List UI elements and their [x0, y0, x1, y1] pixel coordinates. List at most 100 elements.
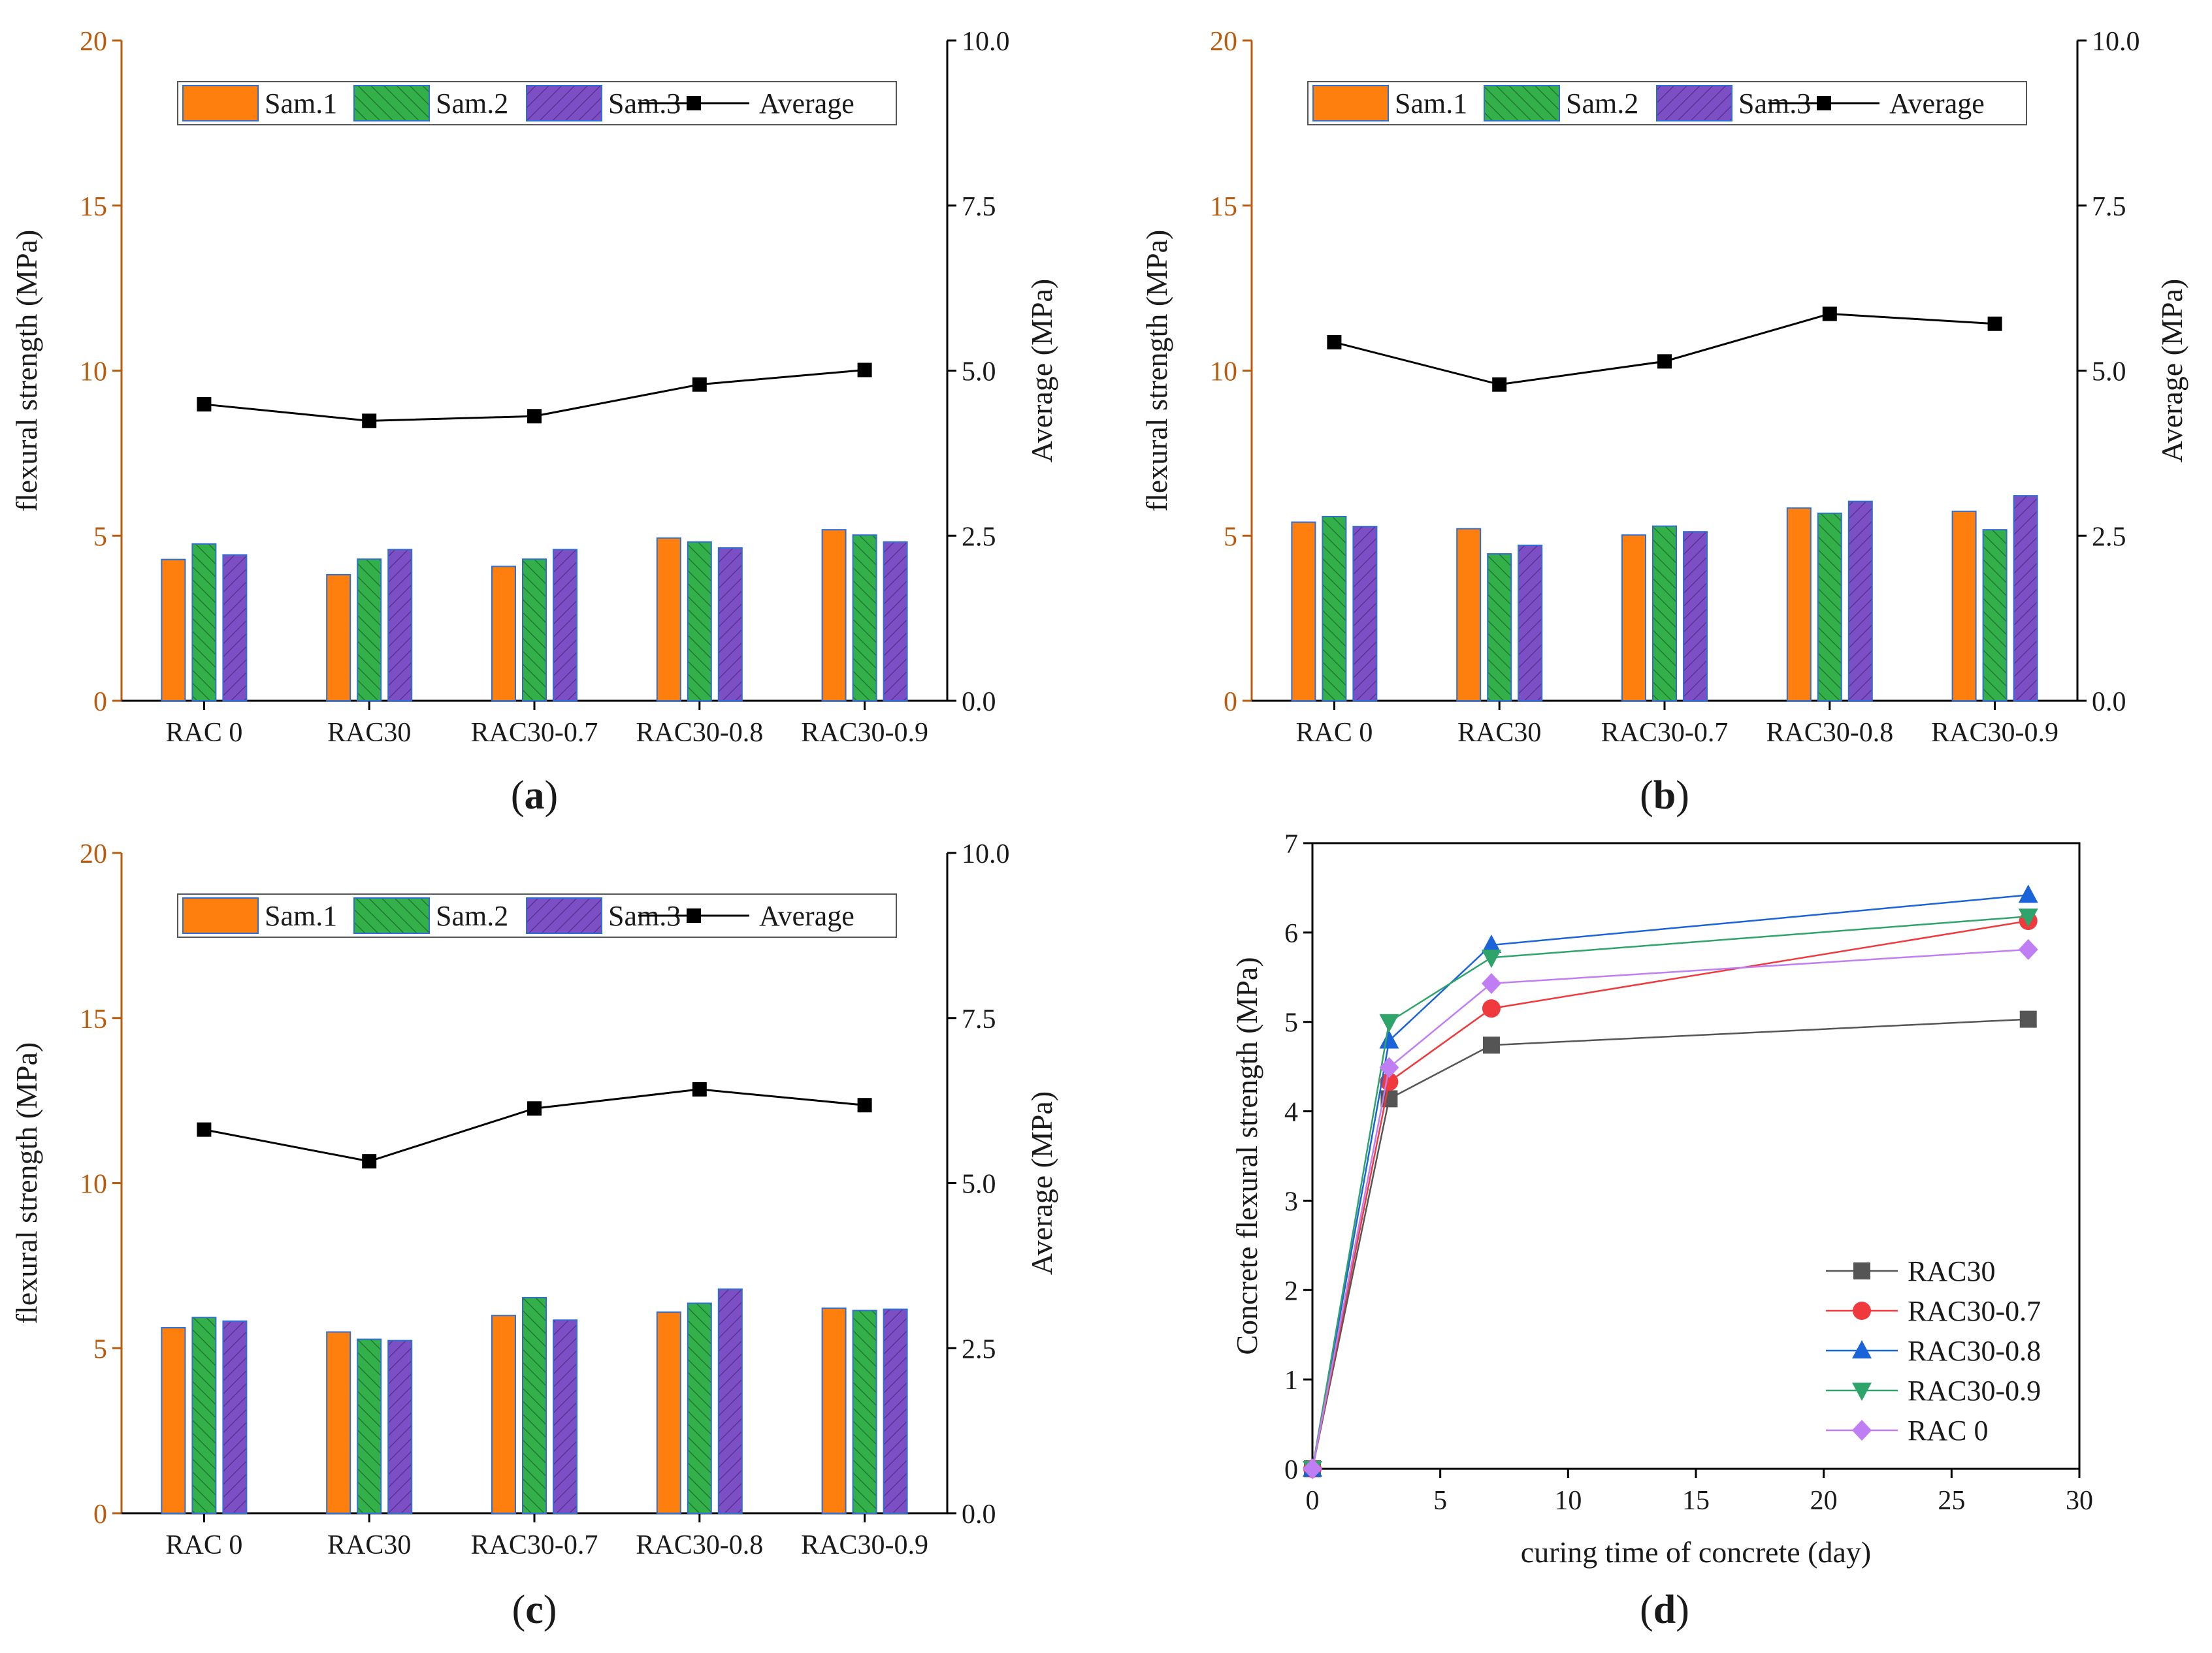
panel-label-close: )	[1676, 773, 1689, 818]
panel-label-close: )	[545, 773, 559, 818]
x-tick-label: 25	[1938, 1486, 1965, 1516]
legend-marker-rac30-0-7	[1853, 1302, 1871, 1320]
bar-sam3	[553, 549, 577, 702]
average-marker	[1492, 377, 1507, 392]
bar-sam3	[883, 541, 908, 701]
legend-label-sam2: Sam.2	[436, 88, 508, 120]
y-tick-label: 1	[1284, 1366, 1298, 1396]
data-point-rac30-0-8	[1481, 935, 1501, 954]
right-y-tick-label: 7.5	[2092, 192, 2126, 222]
left-y-tick-label: 0	[93, 687, 107, 717]
y-axis-title: flexural strength (MPa)	[10, 230, 43, 512]
average-marker	[527, 1101, 542, 1116]
data-point-rac-0	[2018, 939, 2038, 960]
legend-label-sam2: Sam.2	[1566, 88, 1638, 120]
x-category-label: RAC30-0.8	[636, 1530, 763, 1560]
legend-label-average: Average	[1889, 88, 1985, 120]
legend-label-rac30-0-7: RAC30-0.7	[1908, 1295, 2041, 1327]
left-y-tick-label: 20	[80, 27, 107, 57]
average-marker	[197, 397, 212, 412]
left-y-tick-label: 10	[1210, 357, 1237, 387]
data-point-rac-0	[1303, 1458, 1322, 1479]
right-y-axis-title: Average (MPa)	[2155, 279, 2188, 462]
y-axis-title: flexural strength (MPa)	[1140, 230, 1173, 512]
legend-label-average: Average	[759, 88, 854, 120]
average-marker	[1822, 306, 1837, 321]
x-category-label: RAC30-0.8	[636, 718, 763, 748]
data-point-rac30	[2019, 1010, 2037, 1028]
legend-swatch-sam1	[1312, 85, 1389, 121]
legend-swatch-sam1	[182, 897, 259, 934]
legend-swatch-sam2	[353, 85, 430, 121]
right-y-tick-label: 0.0	[962, 1500, 996, 1530]
panel-label: (b)	[1640, 773, 1689, 818]
bar-sam3	[1518, 544, 1543, 701]
x-tick-label: 15	[1682, 1486, 1710, 1516]
data-point-rac30-0-8	[2018, 884, 2038, 903]
left-y-tick-label: 15	[80, 1004, 107, 1035]
bar-sam1	[161, 1326, 186, 1515]
right-y-tick-label: 0.0	[962, 687, 996, 717]
legend-swatch-sam1	[182, 85, 259, 121]
data-point-rac30-0-9	[1481, 950, 1501, 969]
panel-label-open: (	[511, 773, 525, 818]
bar-sam2	[1982, 529, 2008, 701]
data-point-rac-0	[1379, 1057, 1399, 1078]
left-y-tick-label: 15	[80, 192, 107, 222]
bar-sam2	[1322, 515, 1347, 702]
legend-label-sam1: Sam.1	[265, 900, 337, 932]
legend-label-sam2: Sam.2	[436, 900, 508, 932]
x-tick-label: 0	[1306, 1486, 1320, 1516]
panel-c-bar-chart: 0 5 10 15 20 0.0 2.5 5.0 7.5 10.0 RAC 0 RAC30 RAC30-…	[10, 839, 1058, 1632]
x-category-label: RAC30-0.8	[1766, 718, 1893, 748]
legend-swatch-sam3	[1656, 85, 1732, 121]
x-category-label: RAC30-0.9	[1931, 718, 2058, 748]
bar-sam2	[852, 534, 877, 702]
legend-marker-rac-0	[1852, 1420, 1872, 1441]
y-tick-label: 4	[1284, 1098, 1298, 1128]
bar-sam3	[2013, 495, 2038, 701]
legend-label-rac30-0-8: RAC30-0.8	[1908, 1335, 2041, 1367]
legend-swatch-sam2	[353, 897, 430, 934]
panel-label-open: (	[1640, 773, 1653, 818]
y-tick-label: 6	[1284, 919, 1298, 949]
bar-sam2	[1652, 525, 1677, 701]
average-marker	[1987, 316, 2002, 331]
left-y-tick-label: 10	[80, 1170, 107, 1200]
y-tick-label: 0	[1284, 1455, 1298, 1485]
legend-marker-rac30-0-9	[1852, 1383, 1872, 1401]
panel-label: (d)	[1640, 1588, 1689, 1632]
average-marker	[857, 362, 872, 377]
y-tick-label: 2	[1284, 1276, 1298, 1306]
data-point-rac30-0-9	[1379, 1014, 1399, 1033]
series-line-rac30-0-7	[1311, 920, 2028, 1469]
bar-sam3	[222, 1320, 248, 1514]
y-tick-label: 7	[1284, 829, 1298, 859]
left-y-tick-label: 20	[80, 839, 107, 869]
x-category-label: RAC30-0.7	[1601, 718, 1729, 748]
average-marker	[197, 1122, 212, 1137]
average-marker	[857, 1098, 872, 1113]
bar-sam1	[326, 573, 351, 701]
average-line	[204, 1088, 865, 1163]
left-y-tick-label: 10	[80, 357, 107, 387]
bar-sam1	[821, 1308, 847, 1514]
y-tick-label: 5	[1284, 1008, 1298, 1038]
bar-sam1	[1951, 510, 1977, 702]
panel-label-letter: d	[1653, 1588, 1676, 1632]
panel-label-close: )	[544, 1588, 557, 1632]
right-y-tick-label: 5.0	[962, 1170, 996, 1200]
bar-sam2	[522, 1296, 547, 1514]
legend-label-sam1: Sam.1	[265, 88, 337, 120]
average-marker	[362, 1154, 377, 1169]
left-y-tick-label: 20	[1210, 27, 1237, 57]
bar-sam1	[656, 1311, 681, 1514]
legend-average-marker	[687, 96, 701, 110]
legend-label-sam1: Sam.1	[1395, 88, 1467, 120]
series-line-rac30-0-9	[1311, 915, 2028, 1469]
x-tick-label: 30	[2066, 1486, 2093, 1516]
x-category-label: RAC 0	[165, 1530, 242, 1560]
panel-b-bar-chart: 0 5 10 15 20 0.0 2.5 5.0 7.5 10.0 RAC 0 RAC30 RAC30-…	[1140, 27, 2188, 818]
bar-sam3	[883, 1308, 908, 1514]
